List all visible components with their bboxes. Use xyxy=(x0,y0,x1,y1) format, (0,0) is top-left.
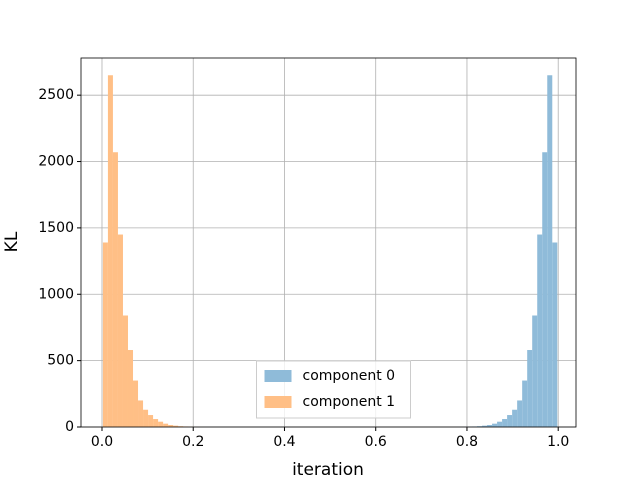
legend-swatch xyxy=(265,370,292,382)
legend-label: component 0 xyxy=(303,368,396,384)
bar xyxy=(158,422,163,427)
bar xyxy=(143,410,148,427)
x-axis-label: iteration xyxy=(292,460,364,480)
y-axis-label: KL xyxy=(2,231,22,252)
bar xyxy=(522,381,527,427)
bar xyxy=(113,152,118,427)
x-tick-label: 0.8 xyxy=(456,434,478,450)
y-tick-label: 1000 xyxy=(38,286,74,302)
bar xyxy=(108,75,113,427)
bar xyxy=(537,235,542,427)
bar xyxy=(148,415,153,427)
y-tick-label: 0 xyxy=(65,419,74,435)
bar xyxy=(497,422,502,427)
y-tick-label: 2000 xyxy=(38,154,74,170)
bar xyxy=(133,381,138,427)
bar xyxy=(138,400,143,427)
bar xyxy=(517,400,522,427)
bar xyxy=(123,316,128,427)
bar xyxy=(532,316,537,427)
y-tick-label: 500 xyxy=(47,353,74,369)
bar xyxy=(502,419,507,427)
bar xyxy=(103,243,108,428)
y-tick-label: 2500 xyxy=(38,87,74,103)
bar xyxy=(163,424,168,427)
bar xyxy=(507,415,512,427)
bar xyxy=(512,410,517,427)
bar xyxy=(542,152,547,427)
bar xyxy=(527,350,532,427)
bar xyxy=(552,243,557,428)
legend-swatch xyxy=(265,396,292,408)
x-tick-label: 0.6 xyxy=(365,434,387,450)
x-tick-label: 0.4 xyxy=(273,434,295,450)
y-tick-label: 1500 xyxy=(38,220,74,236)
bar xyxy=(492,424,497,427)
bar xyxy=(118,235,123,427)
bar xyxy=(128,350,133,427)
bar xyxy=(153,419,158,427)
bar xyxy=(547,75,552,427)
x-tick-label: 0.2 xyxy=(182,434,204,450)
x-tick-label: 0.0 xyxy=(91,434,113,450)
legend-label: component 1 xyxy=(303,394,396,410)
x-tick-label: 1.0 xyxy=(547,434,569,450)
